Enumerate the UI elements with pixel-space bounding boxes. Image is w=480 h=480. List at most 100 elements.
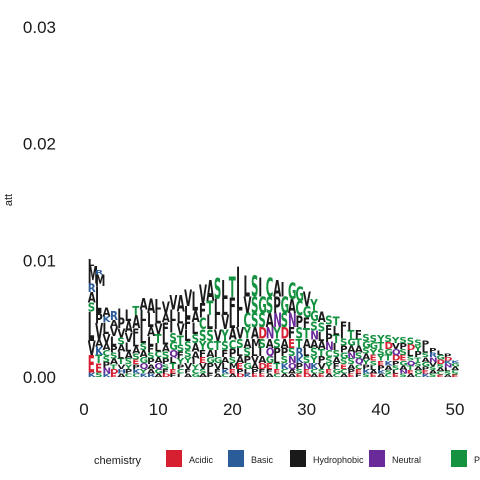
logo-letter-N: N <box>347 351 356 361</box>
logo-letter-G: G <box>192 373 200 378</box>
logo-letter-D: D <box>281 325 290 343</box>
logo-letter-S: S <box>177 344 184 355</box>
logo-letter-A: A <box>288 368 296 375</box>
logo-letter-P: P <box>422 366 430 371</box>
logo-letter-S: S <box>303 355 310 366</box>
logo-letter-C: C <box>221 373 229 378</box>
logo-letter-A: A <box>429 369 438 374</box>
logo-letter-S: S <box>199 328 206 346</box>
x-tick-label: 0 <box>79 400 88 419</box>
logo-letter-I: I <box>258 346 262 360</box>
logo-letter-N: N <box>399 369 408 374</box>
logo-letter-A: A <box>103 304 111 319</box>
logo-letter-V: V <box>154 320 162 337</box>
logo-letter-T: T <box>303 325 310 342</box>
logo-letter-P: P <box>377 365 385 372</box>
logo-letter-S: S <box>377 348 384 358</box>
logo-letter-Y: Y <box>272 325 280 343</box>
logo-letter-L: L <box>436 350 443 357</box>
logo-letter-M: M <box>229 362 239 372</box>
logo-letter-R: R <box>110 308 118 323</box>
logo-letter-G: G <box>370 341 378 352</box>
logo-letter-L: L <box>125 339 132 354</box>
logo-letter-P: P <box>362 364 370 371</box>
logo-letter-S: S <box>407 355 414 362</box>
logo-letter-L: L <box>370 365 377 372</box>
logo-letter-C: C <box>103 349 111 359</box>
logo-letter-N: N <box>325 340 334 354</box>
logo-letter-V: V <box>177 322 185 340</box>
logo-letter-A: A <box>110 319 118 330</box>
logo-letter-F: F <box>147 345 154 356</box>
logo-letter-A: A <box>266 373 275 378</box>
logo-letter-A: A <box>325 373 334 378</box>
logo-letter-A: A <box>333 356 342 366</box>
logo-letter-G: G <box>422 361 430 368</box>
logo-letter-K: K <box>385 360 393 367</box>
logo-letter-L: L <box>103 321 110 339</box>
logo-letter-A: A <box>377 373 386 378</box>
logo-letter-I: I <box>140 320 144 338</box>
logo-letter-V: V <box>117 325 125 340</box>
y-tick-label: 0.01 <box>23 251 56 270</box>
logo-letter-G: G <box>214 356 222 366</box>
logo-letter-E: E <box>288 336 295 351</box>
logo-letter-P: P <box>295 314 303 332</box>
logo-letter-K: K <box>221 368 229 375</box>
logo-letter-D: D <box>110 368 119 375</box>
logo-letter-S: S <box>362 347 369 357</box>
legend-label-hydrophobic: Hydrophobic <box>313 455 364 465</box>
logo-letter-S: S <box>281 309 288 331</box>
logo-letter-S: S <box>258 309 265 331</box>
logo-letter-S: S <box>184 338 191 353</box>
logo-letter-I: I <box>340 328 344 342</box>
logo-letter-T: T <box>154 331 161 346</box>
logo-letter-F: F <box>355 328 362 342</box>
logo-letter-E: E <box>95 360 102 375</box>
logo-letter-S: S <box>385 334 392 345</box>
legend-swatch-polar <box>451 450 467 467</box>
logo-letter-A: A <box>310 337 319 351</box>
logo-letter-A: A <box>266 309 274 331</box>
logo-letter-V: V <box>303 288 311 310</box>
logo-letter-E: E <box>436 374 443 378</box>
logo-letter-C: C <box>199 316 207 334</box>
logo-letter-S: S <box>125 357 132 367</box>
logo-letter-V: V <box>103 331 111 346</box>
logo-letter-V: V <box>236 325 244 343</box>
logo-letter-S: S <box>110 351 117 361</box>
logo-letter-E: E <box>258 373 265 378</box>
logo-letter-G: G <box>399 360 407 367</box>
logo-letter-P: P <box>273 346 281 360</box>
logo-letter-Y: Y <box>221 328 229 346</box>
logo-letter-S: S <box>199 368 206 375</box>
logo-letter-S: S <box>414 339 421 349</box>
logo-letter-T: T <box>377 341 384 352</box>
logo-letter-K: K <box>88 372 96 379</box>
logo-letter-K: K <box>140 373 149 378</box>
logo-letter-G: G <box>385 348 393 358</box>
logo-letter-S: S <box>429 373 437 378</box>
logo-letter-F: F <box>266 368 273 375</box>
logo-letter-D: D <box>385 341 394 352</box>
logo-letter-A: A <box>110 357 119 367</box>
logo-letter-S: S <box>266 294 273 320</box>
logo-letter-F: F <box>303 314 310 331</box>
logo-letter-S: S <box>288 346 295 360</box>
y-axis-title: att <box>3 194 15 206</box>
logo-letter-I: I <box>333 342 337 353</box>
logo-letter-P: P <box>117 314 125 331</box>
logo-letter-L: L <box>392 369 399 374</box>
logo-letter-S: S <box>414 361 421 368</box>
logo-letter-A: A <box>199 373 208 378</box>
logo-letter-D: D <box>444 356 453 361</box>
logo-letter-S: S <box>422 352 429 359</box>
logo-letter-K: K <box>310 362 319 372</box>
logo-letter-Y: Y <box>243 325 251 343</box>
logo-stacks: KEVLSARMLSETKAVPLMRKNPSCAVLKAEDTASPLVARA… <box>88 258 461 379</box>
logo-letter-L: L <box>273 355 280 366</box>
logo-letter-F: F <box>214 368 221 375</box>
logo-letter-I: I <box>281 279 285 301</box>
logo-letter-A: A <box>407 373 416 378</box>
logo-letter-V: V <box>184 287 192 313</box>
